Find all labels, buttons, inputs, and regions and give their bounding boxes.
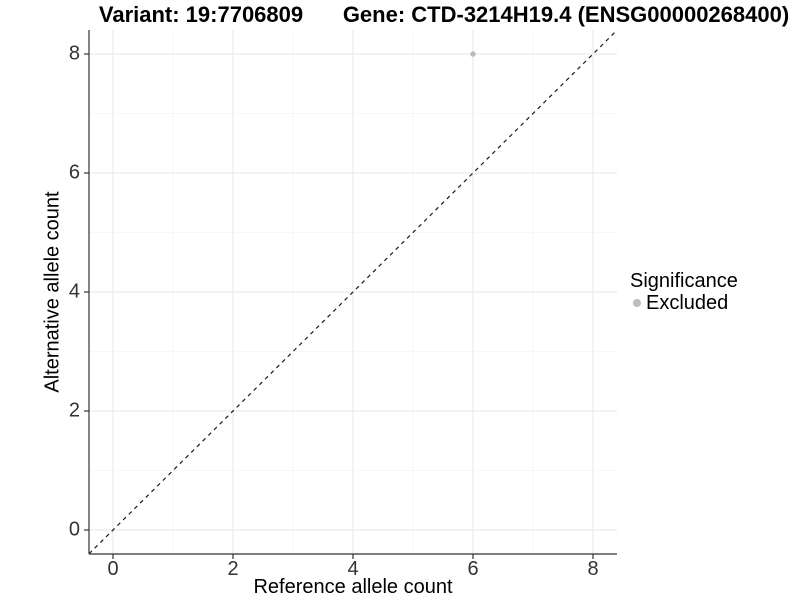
legend-title: Significance [630,270,738,292]
legend-items: Excluded [630,292,738,314]
data-point [470,51,476,57]
x-tick-label: 2 [227,558,239,580]
x-tick-label: 4 [347,558,359,580]
legend: Significance Excluded [630,270,738,314]
y-tick-label: 2 [68,399,80,422]
y-tick-label: 8 [68,42,80,65]
legend-item: Excluded [630,292,738,314]
y-tick-label: 4 [68,280,80,303]
identity-line [88,29,618,555]
y-axis-title: Alternative allele count [41,191,64,393]
x-axis-title: Reference allele count [253,576,453,598]
x-tick-label: 8 [587,558,599,580]
plot-title-gene: Gene: CTD-3214H19.4 (ENSG00000268400) [342,2,790,27]
legend-key-dot [633,299,641,307]
x-tick-label: 0 [107,558,119,580]
legend-item-label: Excluded [646,291,729,314]
y-tick-label: 0 [68,518,80,541]
plot-title-variant: Variant: 19:7706809 [98,2,304,27]
y-tick-label: 6 [68,161,80,184]
x-tick-label: 6 [467,558,479,580]
